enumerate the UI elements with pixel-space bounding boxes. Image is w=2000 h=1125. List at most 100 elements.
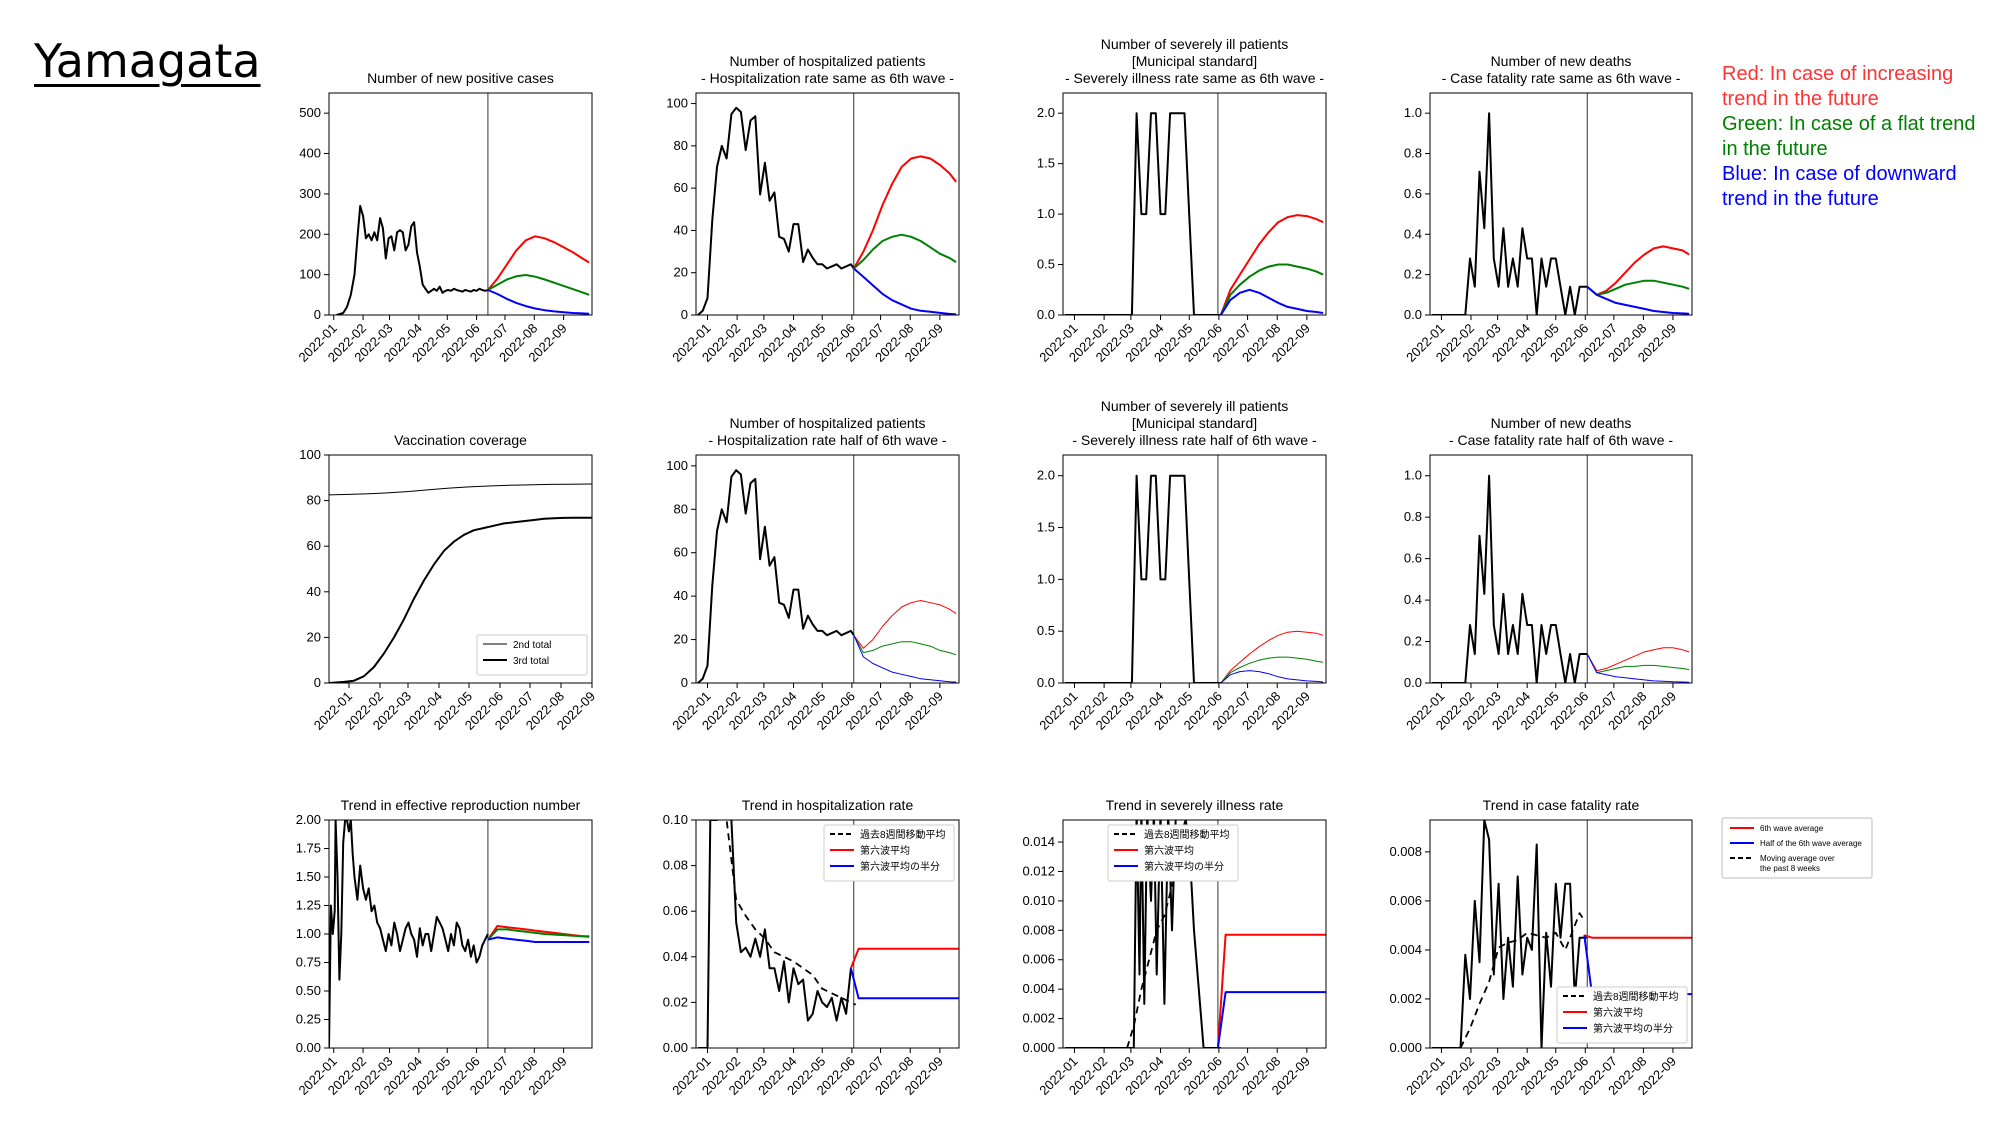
series-down xyxy=(1586,653,1690,683)
chart-title: - Severely illness rate half of 6th wave… xyxy=(1072,432,1317,448)
legend-label: 3rd total xyxy=(513,656,549,667)
y-tick-label: 2.00 xyxy=(296,812,321,827)
series-actual xyxy=(1431,474,1588,683)
y-tick-label: 0 xyxy=(314,307,321,322)
y-tick-label: 40 xyxy=(674,588,688,603)
chart-title: - Case fatality rate same as 6th wave - xyxy=(1442,70,1681,86)
side-legend-label: 6th wave average xyxy=(1760,824,1824,833)
y-tick-label: 0.6 xyxy=(1404,186,1422,201)
y-tick-label: 40 xyxy=(674,222,688,237)
plot-area xyxy=(329,820,590,1048)
plot-area xyxy=(336,93,590,315)
y-tick-label: 0.4 xyxy=(1404,226,1422,241)
series-up xyxy=(1583,934,1692,939)
chart-title: Vaccination coverage xyxy=(394,432,527,448)
y-tick-label: 0.006 xyxy=(1022,952,1055,967)
y-tick-label: 0.75 xyxy=(296,955,321,970)
legend-label: 過去8週間移動平均 xyxy=(860,828,946,841)
y-tick-label: 0.2 xyxy=(1404,267,1422,282)
chart-title: Trend in effective reproduction number xyxy=(341,797,581,813)
legend-label: 過去8週間移動平均 xyxy=(1144,828,1230,841)
y-tick-label: 100 xyxy=(666,458,688,473)
y-tick-label: 0.5 xyxy=(1037,257,1055,272)
y-tick-label: 0.06 xyxy=(663,903,688,918)
y-tick-label: 1.0 xyxy=(1404,105,1422,120)
series-actual xyxy=(1064,820,1221,1048)
scenario-legend-note: Red: In case of increasing trend in the … xyxy=(1722,62,1982,212)
plot-frame xyxy=(695,92,960,316)
chart-title: Number of severely ill patients xyxy=(1101,36,1289,52)
chart-title: - Hospitalization rate half of 6th wave … xyxy=(708,432,946,448)
y-tick-label: 400 xyxy=(299,146,321,161)
series-up xyxy=(1586,647,1690,672)
y-tick-label: 0.010 xyxy=(1022,893,1055,908)
y-tick-label: 0.00 xyxy=(663,1040,688,1055)
chart-title: Number of new positive cases xyxy=(367,70,554,86)
series-down xyxy=(1216,991,1326,1048)
y-tick-label: 0 xyxy=(681,307,688,322)
y-tick-label: 0.04 xyxy=(663,949,688,964)
plot-area xyxy=(1431,455,1690,683)
series-second xyxy=(329,483,592,496)
y-tick-label: 2.0 xyxy=(1037,468,1055,483)
y-tick-label: 0.5 xyxy=(1037,623,1055,638)
chart-title: Number of new deaths xyxy=(1491,53,1632,69)
y-tick-label: 0.6 xyxy=(1404,551,1422,566)
series-down xyxy=(853,267,957,315)
plot-area xyxy=(329,483,592,683)
legend-label: 第六波平均 xyxy=(1593,1006,1643,1019)
y-tick-label: 0.0 xyxy=(1404,675,1422,690)
series-up xyxy=(1219,214,1324,315)
y-tick-label: 100 xyxy=(299,447,321,462)
series-actual xyxy=(697,469,855,683)
series-down xyxy=(1583,935,1692,996)
series-actual xyxy=(1064,474,1221,683)
y-tick-label: 0.10 xyxy=(663,812,688,827)
y-tick-label: 500 xyxy=(299,105,321,120)
series-up xyxy=(1586,245,1690,296)
y-tick-label: 20 xyxy=(674,632,688,647)
chart-hosphalf: Number of hospitalized patients- Hospita… xyxy=(666,415,960,733)
series-flat xyxy=(853,634,957,656)
plot-area xyxy=(1064,93,1324,315)
chart-death6: Number of new deaths- Case fatality rate… xyxy=(1403,53,1693,365)
y-tick-label: 0.0 xyxy=(1037,307,1055,322)
y-tick-label: 1.00 xyxy=(296,926,321,941)
y-tick-label: 1.5 xyxy=(1037,520,1055,535)
y-tick-label: 0.0 xyxy=(1404,307,1422,322)
legend-box xyxy=(823,824,955,882)
y-tick-label: 80 xyxy=(674,501,688,516)
y-tick-label: 20 xyxy=(674,265,688,280)
y-tick-label: 0.8 xyxy=(1404,509,1422,524)
series-down xyxy=(849,967,959,1000)
series-flat xyxy=(1586,653,1690,674)
note-increasing: Red: In case of increasing trend in the … xyxy=(1722,63,1954,110)
y-tick-label: 1.25 xyxy=(296,898,321,913)
plot-frame xyxy=(1062,454,1327,684)
plot-area xyxy=(1064,455,1324,683)
plot-frame xyxy=(328,454,593,684)
y-tick-label: 0.002 xyxy=(1389,991,1422,1006)
legend-label: 第六波平均 xyxy=(1144,844,1194,857)
y-tick-label: 200 xyxy=(299,226,321,241)
y-tick-label: 0.004 xyxy=(1022,981,1055,996)
series-flat xyxy=(1586,279,1690,296)
legend: 2nd total 3rd total xyxy=(476,634,588,676)
legend-label: 2nd total xyxy=(513,640,551,651)
side-legend-label: Moving average over xyxy=(1760,854,1835,863)
y-tick-label: 0.50 xyxy=(296,983,321,998)
y-tick-label: 0.008 xyxy=(1022,922,1055,937)
y-tick-label: 0.4 xyxy=(1404,592,1422,607)
series-down xyxy=(1586,285,1690,315)
chart-title: - Severely illness rate same as 6th wave… xyxy=(1065,70,1324,86)
y-tick-label: 60 xyxy=(307,538,321,553)
legend-box xyxy=(1107,824,1239,882)
y-tick-label: 0.008 xyxy=(1389,844,1422,859)
series-third xyxy=(329,516,592,683)
chart-title: Number of hospitalized patients xyxy=(729,53,925,69)
y-tick-label: 60 xyxy=(674,545,688,560)
series-up xyxy=(487,235,590,291)
